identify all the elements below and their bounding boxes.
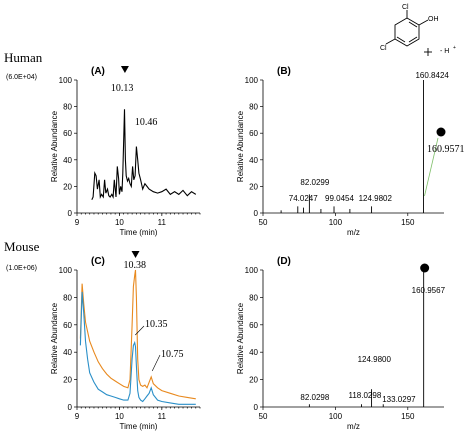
panel-c-annotation-leader — [135, 325, 145, 336]
row-label-human: Human — [4, 50, 43, 65]
panel-b-x-tick-label: 150 — [401, 218, 415, 227]
panel-c-letter: (C) — [91, 256, 105, 267]
atom-label-cl-left: Cl — [380, 45, 387, 52]
panel-b-peak-label: 82.0299 — [300, 178, 329, 187]
panel-c-x-tick-label: 10 — [115, 412, 124, 421]
panel-c-annotation: 10.35 — [145, 319, 168, 330]
panel-b-y-axis-label: Relative Abundance — [236, 110, 245, 182]
atom-label-oh: OH — [428, 16, 439, 23]
panel-c-annotation: 10.38 — [124, 260, 147, 271]
panel-b-x-tick-label: 100 — [329, 218, 343, 227]
panel-b-y-tick-label: 60 — [249, 129, 258, 138]
panel-a-x-tick-label: 10 — [115, 218, 124, 227]
panel-d-peak-label: 133.0297 — [382, 395, 416, 404]
panel-a-peak-marker-icon — [120, 66, 129, 73]
panel-d: 0 20 40 60 80 100 50 100 150 m/z Relative Abundanc… — [236, 256, 446, 431]
panel-d-y-tick-label: 0 — [254, 403, 259, 412]
panel-b-x-axis-label: m/z — [347, 228, 360, 237]
panel-a-annotation: 10.13 — [111, 83, 133, 94]
panel-b-y-tick-label: 0 — [254, 209, 259, 218]
panel-a-annotation: 10.46 — [135, 117, 158, 128]
panel-c-x-axis-label: Time (min) — [120, 422, 158, 431]
panel-d-letter: (D) — [277, 256, 291, 267]
panel-a-letter: (A) — [91, 66, 105, 77]
panel-c-annotation: 10.75 — [161, 349, 184, 360]
panel-d-x-axis-label: m/z — [347, 422, 360, 431]
panel-b-y-tick-label: 100 — [245, 76, 259, 85]
panel-d-x-tick-label: 50 — [259, 412, 268, 421]
panel-d-peak-label: 160.9567 — [412, 286, 446, 295]
panel-c-peak-marker-icon — [131, 251, 140, 258]
panel-d-y-tick-label: 100 — [245, 266, 259, 275]
panel-c-y-tick-label: 100 — [59, 266, 73, 275]
panel-a-y-tick-label: 40 — [63, 156, 72, 165]
panel-c-y-tick-label: 0 — [68, 403, 73, 412]
atom-label-cl-top: Cl — [402, 4, 409, 11]
chemical-structure: Cl Cl OH - H + — [380, 4, 456, 56]
panel-b-letter: (B) — [277, 66, 291, 77]
panel-a-y-tick-label: 80 — [63, 103, 72, 112]
panel-a-y-tick-label: 0 — [68, 209, 73, 218]
panel-a-x-tick-label: 9 — [75, 218, 80, 227]
panel-a-y-tick-label: 60 — [63, 129, 72, 138]
panel-d-ion-marker-icon — [420, 263, 430, 273]
panel-b-callout-line — [424, 137, 439, 197]
scale-label-mouse: (1.0E+06) — [6, 265, 37, 272]
panel-b-x-tick-label: 50 — [259, 218, 268, 227]
panel-d-peak-label: 118.0298 — [349, 391, 382, 400]
panel-d-x-tick-label: 100 — [329, 412, 343, 421]
panel-c-y-tick-label: 20 — [63, 376, 72, 385]
panel-b-ion-marker-icon — [436, 127, 446, 137]
panel-d-y-tick-label: 60 — [249, 321, 258, 330]
panel-d-peak-label: 82.0298 — [300, 393, 329, 402]
panel-b-peak-label: 160.8424 — [415, 71, 449, 80]
panel-d-y-axis-label: Relative Abundance — [236, 302, 245, 374]
panel-b-peak-label: 124.9802 — [359, 194, 393, 203]
panel-d-y-tick-label: 40 — [249, 348, 258, 357]
panel-a-x-tick-label: 11 — [158, 218, 167, 227]
panel-d-y-tick-label: 80 — [249, 293, 258, 302]
panel-c-y-axis-label: Relative Abundance — [50, 302, 59, 374]
panel-a-x-axis-label: Time (min) — [120, 228, 158, 237]
panel-b-peak-label: 99.0454 — [325, 194, 354, 203]
panel-c-y-tick-label: 60 — [63, 321, 72, 330]
panel-d-y-tick-label: 20 — [249, 376, 258, 385]
panel-b-y-tick-label: 40 — [249, 156, 258, 165]
panel-c-x-tick-label: 9 — [75, 412, 80, 421]
panel-b-peak-label: 74.0247 — [289, 194, 318, 203]
panel-c-y-tick-label: 80 — [63, 293, 72, 302]
panel-b: 0 20 40 60 80 100 50 100 150 m/z Relative Abundanc… — [236, 66, 465, 237]
panel-b-callout-label: 160.9571 — [427, 144, 465, 155]
panel-c-x-tick-label: 11 — [158, 412, 167, 421]
panel-a-y-tick-label: 100 — [59, 76, 73, 85]
panel-d-x-tick-label: 150 — [401, 412, 415, 421]
panel-c-series-1-line — [79, 291, 196, 405]
ion-charge: + — [453, 45, 456, 51]
panel-d-peak-label: 124.9800 — [358, 355, 392, 364]
panel-a-series-0-line — [91, 109, 197, 200]
panel-b-y-tick-label: 80 — [249, 103, 258, 112]
panel-c-series-0-line — [79, 269, 196, 400]
row-label-mouse: Mouse — [4, 239, 40, 254]
scale-label-human: (6.0E+04) — [6, 74, 37, 81]
panel-c-y-tick-label: 40 — [63, 348, 72, 357]
ion-label: - H — [440, 48, 449, 55]
panel-c-annotation-leader — [151, 354, 161, 372]
panel-a-y-tick-label: 20 — [63, 182, 72, 191]
panel-a-y-axis-label: Relative Abundance — [50, 110, 59, 182]
panel-b-y-tick-label: 20 — [249, 182, 258, 191]
